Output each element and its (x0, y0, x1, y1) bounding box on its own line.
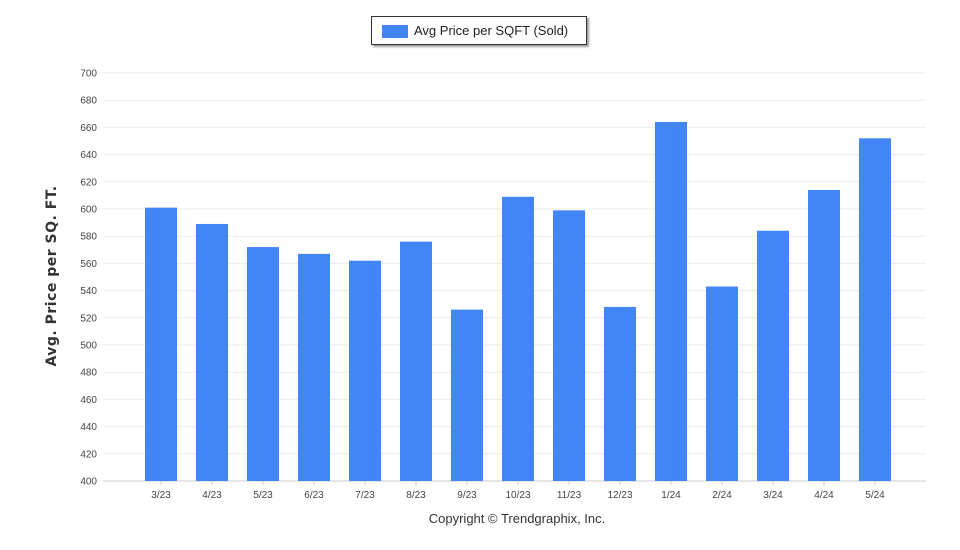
bar[interactable] (451, 309, 483, 481)
bar[interactable] (604, 306, 636, 481)
x-tick-label: 9/23 (457, 490, 477, 501)
y-tick-label: 680 (80, 96, 97, 107)
y-tick-label: 620 (80, 177, 97, 188)
x-tick-label: 5/23 (253, 490, 273, 501)
y-tick-label: 660 (80, 123, 97, 134)
x-tick-label: 7/23 (355, 490, 375, 501)
bar[interactable] (145, 207, 177, 481)
bar[interactable] (706, 286, 738, 481)
x-tick-label: 3/23 (151, 490, 171, 501)
y-tick-label: 400 (80, 477, 97, 488)
bar[interactable] (808, 189, 840, 481)
legend[interactable]: Avg Price per SQFT (Sold) (371, 16, 587, 45)
bar[interactable] (859, 138, 891, 481)
bar[interactable] (196, 223, 228, 481)
x-tick-label: 4/23 (202, 490, 222, 501)
x-tick-label: 11/23 (557, 490, 582, 501)
x-axis-ticks: 3/23 4/23 5/23 6/23 7/23 8/23 9/23 10/23 11/23 12… (151, 481, 885, 501)
x-tick-label: 4/24 (814, 490, 834, 501)
bar[interactable] (247, 247, 279, 481)
y-tick-label: 540 (80, 286, 97, 297)
y-tick-label: 420 (80, 449, 97, 460)
y-axis-ticks: 400 420 440 460 480 500 520 540 560 580 600 620 640 6… (80, 69, 97, 488)
y-tick-label: 580 (80, 232, 97, 243)
y-axis-title: Avg. Price per SQ. FT. (44, 185, 60, 367)
y-tick-label: 500 (80, 341, 97, 352)
legend-swatch (382, 25, 408, 38)
y-tick-label: 440 (80, 422, 97, 433)
y-tick-label: 460 (80, 395, 97, 406)
bar[interactable] (298, 253, 330, 481)
y-tick-label: 520 (80, 313, 97, 324)
x-tick-label: 5/24 (865, 490, 885, 501)
bar[interactable] (655, 121, 687, 482)
bar[interactable] (349, 260, 381, 481)
x-tick-label: 8/23 (406, 490, 426, 501)
copyright-text: Copyright © Trendgraphix, Inc. (428, 511, 606, 526)
x-tick-label: 1/24 (661, 490, 681, 501)
y-tick-label: 600 (80, 205, 97, 216)
bar[interactable] (553, 210, 585, 482)
x-tick-label: 12/23 (607, 490, 632, 501)
x-tick-label: 2/24 (712, 490, 732, 501)
bar[interactable] (502, 196, 534, 481)
y-tick-label: 480 (80, 368, 97, 379)
y-tick-label: 560 (80, 259, 97, 270)
bars (145, 121, 891, 482)
x-tick-label: 10/23 (505, 490, 530, 501)
y-tick-label: 640 (80, 150, 97, 161)
bar[interactable] (400, 241, 432, 481)
x-tick-label: 3/24 (763, 490, 783, 501)
bar[interactable] (757, 230, 789, 481)
x-tick-label: 6/23 (304, 490, 324, 501)
legend-label: Avg Price per SQFT (Sold) (414, 23, 569, 38)
y-tick-label: 700 (80, 69, 97, 80)
